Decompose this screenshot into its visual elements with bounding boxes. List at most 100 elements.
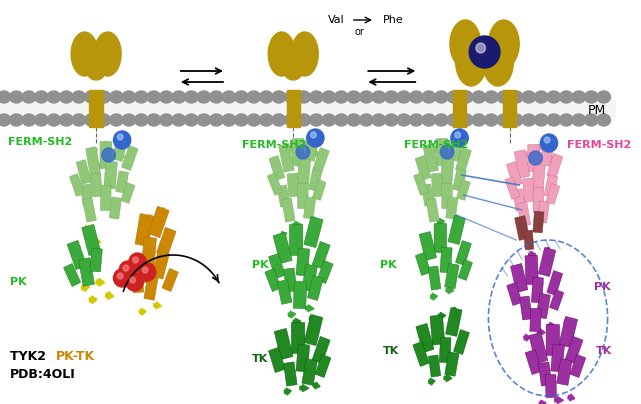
FancyArrow shape [105, 292, 114, 299]
FancyBboxPatch shape [423, 144, 438, 172]
Ellipse shape [110, 91, 123, 103]
FancyBboxPatch shape [162, 269, 178, 291]
FancyBboxPatch shape [115, 171, 128, 193]
FancyBboxPatch shape [445, 352, 459, 376]
FancyBboxPatch shape [513, 189, 526, 211]
Ellipse shape [547, 114, 560, 126]
Ellipse shape [102, 148, 115, 162]
Text: Val: Val [328, 15, 345, 25]
Text: PM: PM [587, 104, 606, 117]
FancyArrow shape [93, 238, 101, 246]
FancyBboxPatch shape [537, 201, 549, 223]
Text: TK: TK [252, 354, 268, 364]
FancyBboxPatch shape [104, 161, 117, 189]
Text: TYK2: TYK2 [10, 350, 50, 363]
Ellipse shape [306, 129, 324, 147]
FancyBboxPatch shape [277, 280, 292, 304]
Ellipse shape [360, 114, 373, 126]
Ellipse shape [296, 145, 310, 159]
Ellipse shape [71, 32, 98, 76]
Text: TK: TK [596, 346, 612, 356]
FancyArrow shape [437, 218, 445, 225]
FancyArrow shape [313, 150, 320, 157]
FancyBboxPatch shape [282, 198, 295, 222]
FancyBboxPatch shape [524, 230, 534, 250]
FancyBboxPatch shape [291, 322, 304, 354]
FancyBboxPatch shape [292, 139, 304, 166]
Ellipse shape [35, 114, 48, 126]
FancyArrow shape [432, 146, 438, 153]
FancyBboxPatch shape [440, 158, 454, 185]
FancyBboxPatch shape [547, 154, 563, 178]
Ellipse shape [535, 91, 548, 103]
Ellipse shape [451, 129, 468, 147]
FancyBboxPatch shape [456, 241, 471, 265]
FancyBboxPatch shape [528, 145, 539, 172]
FancyBboxPatch shape [121, 183, 135, 203]
FancyBboxPatch shape [445, 263, 459, 289]
Text: FERM-SH2: FERM-SH2 [8, 137, 72, 147]
Ellipse shape [347, 91, 360, 103]
Ellipse shape [372, 114, 385, 126]
FancyBboxPatch shape [514, 150, 530, 178]
Ellipse shape [510, 114, 523, 126]
FancyArrow shape [524, 151, 530, 158]
Ellipse shape [117, 134, 123, 140]
FancyBboxPatch shape [430, 315, 445, 345]
FancyBboxPatch shape [445, 307, 462, 337]
FancyArrow shape [288, 311, 296, 318]
FancyBboxPatch shape [415, 156, 431, 180]
FancyBboxPatch shape [551, 344, 565, 372]
FancyBboxPatch shape [415, 252, 431, 276]
Ellipse shape [547, 91, 560, 103]
FancyArrow shape [310, 315, 316, 322]
FancyArrow shape [306, 305, 314, 312]
Ellipse shape [585, 114, 598, 126]
FancyArrow shape [456, 150, 463, 157]
Ellipse shape [138, 263, 156, 281]
Ellipse shape [435, 91, 448, 103]
Bar [287, 90, 300, 127]
FancyBboxPatch shape [308, 169, 322, 191]
Ellipse shape [126, 273, 143, 291]
FancyBboxPatch shape [506, 162, 522, 186]
FancyBboxPatch shape [445, 197, 458, 219]
FancyBboxPatch shape [313, 147, 329, 173]
FancyBboxPatch shape [538, 362, 552, 386]
FancyArrow shape [446, 287, 454, 294]
FancyArrow shape [300, 139, 308, 147]
Ellipse shape [160, 114, 173, 126]
Ellipse shape [322, 91, 335, 103]
FancyBboxPatch shape [82, 224, 101, 256]
FancyBboxPatch shape [76, 160, 91, 184]
FancyBboxPatch shape [510, 263, 528, 292]
Bar [0, 100, 616, 117]
FancyBboxPatch shape [525, 255, 538, 285]
Ellipse shape [397, 91, 410, 103]
FancyArrow shape [539, 400, 546, 404]
Ellipse shape [260, 114, 273, 126]
FancyBboxPatch shape [448, 135, 463, 161]
FancyBboxPatch shape [570, 355, 586, 377]
FancyBboxPatch shape [544, 175, 558, 197]
Ellipse shape [10, 91, 23, 103]
FancyArrow shape [285, 388, 291, 395]
Ellipse shape [119, 261, 137, 279]
Ellipse shape [135, 114, 148, 126]
Ellipse shape [147, 114, 160, 126]
FancyBboxPatch shape [416, 324, 434, 353]
FancyBboxPatch shape [265, 269, 281, 291]
FancyArrow shape [118, 152, 125, 159]
Bar [503, 90, 516, 127]
Ellipse shape [133, 257, 138, 263]
FancyBboxPatch shape [517, 202, 531, 226]
FancyArrow shape [160, 207, 167, 214]
Bar [453, 90, 466, 127]
Ellipse shape [87, 60, 106, 80]
Ellipse shape [85, 114, 98, 126]
FancyArrow shape [280, 231, 287, 238]
Ellipse shape [544, 137, 550, 143]
Ellipse shape [535, 114, 548, 126]
FancyBboxPatch shape [545, 375, 556, 398]
Ellipse shape [422, 91, 435, 103]
